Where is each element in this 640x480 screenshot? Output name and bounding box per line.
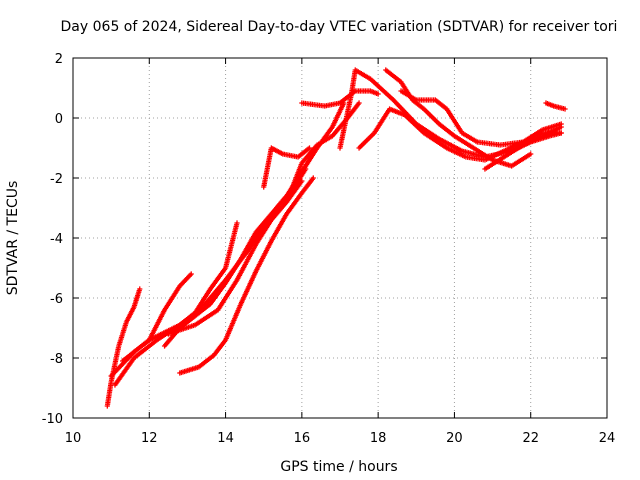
x-tick-label: 12 [141, 431, 158, 446]
y-tick-label: -6 [50, 292, 63, 307]
series-track-o [482, 124, 564, 172]
data-point [137, 286, 143, 292]
data-point [356, 100, 362, 106]
x-axis-label: GPS time / hours [280, 459, 397, 475]
y-tick-label: 0 [55, 112, 63, 127]
chart-title: Day 065 of 2024, Sidereal Day-to-day VTE… [61, 19, 618, 35]
data-point [528, 151, 534, 157]
series-track-p [543, 100, 568, 112]
series-track-h [261, 145, 313, 190]
x-tick-label: 16 [294, 431, 311, 446]
series-track-n [398, 88, 564, 148]
series-track-a [104, 286, 143, 409]
y-tick-label: 2 [55, 52, 63, 67]
x-tick-label: 22 [522, 431, 539, 446]
data-point [306, 145, 313, 151]
data-series [104, 67, 568, 409]
grid [73, 58, 607, 418]
data-point [562, 106, 568, 112]
y-tick-label: -10 [42, 412, 63, 427]
data-point [558, 130, 564, 136]
y-axis-label: SDTVAR / TECUs [5, 181, 21, 296]
x-tick-label: 18 [370, 431, 387, 446]
data-point [234, 220, 240, 226]
series-track-j [299, 88, 381, 109]
x-tick-label: 14 [217, 431, 234, 446]
series-track-g [161, 100, 347, 349]
y-tick-label: -2 [50, 172, 63, 187]
y-tick-label: -8 [50, 352, 63, 367]
data-point [188, 271, 194, 277]
data-point [299, 178, 305, 184]
data-point [375, 91, 381, 97]
axis-ticks: 10 12 14 16 18 20 22 24 -10 -8 -6 -4 -2 0 2 [42, 52, 616, 446]
x-tick-label: 20 [446, 431, 463, 446]
x-tick-label: 10 [65, 431, 82, 446]
data-point [310, 175, 316, 181]
series-track-f [177, 175, 316, 376]
y-tick-label: -4 [50, 232, 63, 247]
data-point [558, 124, 564, 130]
x-tick-label: 24 [599, 431, 616, 446]
